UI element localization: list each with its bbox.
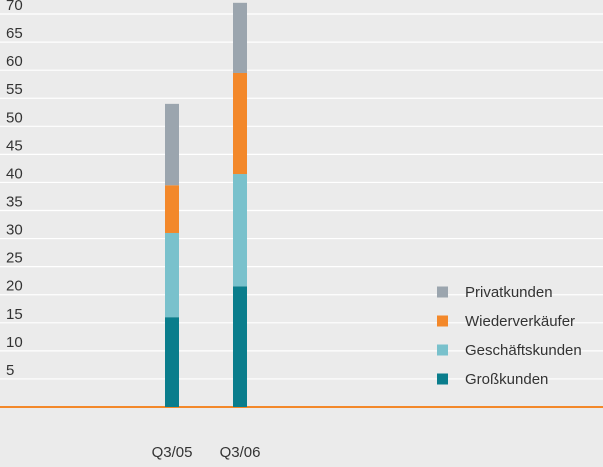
legend-swatch: [437, 315, 448, 327]
bar-segment: [165, 185, 179, 233]
y-axis-tick-labels: 5 10 15 20 25 30 35 40 45 50 55 60 65 70: [6, 0, 23, 379]
y-tick-label: 25: [6, 250, 23, 267]
y-tick-label: 40: [6, 165, 23, 182]
legend-label: Großkunden: [465, 371, 548, 388]
y-tick-label: 30: [6, 222, 23, 239]
x-tick-label: Q3/06: [220, 444, 261, 461]
legend-label: Geschäftskunden: [465, 342, 582, 359]
gridlines: [0, 13, 603, 408]
legend-swatch: [437, 286, 448, 298]
y-tick-label: 60: [6, 53, 23, 70]
legend-swatch: [437, 344, 448, 356]
y-tick-label: 45: [6, 137, 23, 154]
bar-segment: [233, 72, 247, 175]
legend-label: Privatkunden: [465, 284, 553, 301]
y-tick-label: 5: [6, 362, 14, 379]
y-tick-label: 15: [6, 306, 23, 323]
bar-segment: [233, 2, 247, 73]
y-tick-label: 50: [6, 109, 23, 126]
y-tick-label: 70: [6, 0, 23, 14]
legend-swatch: [437, 373, 448, 385]
bars: [165, 2, 247, 407]
bar-segment: [165, 103, 179, 186]
bar-segment: [165, 232, 179, 318]
legend-label: Wiederverkäufer: [465, 313, 575, 330]
y-tick-label: 55: [6, 81, 23, 98]
y-tick-label: 10: [6, 334, 23, 351]
bar-segment: [233, 286, 247, 407]
bar-segment: [165, 317, 179, 407]
y-tick-label: 65: [6, 25, 23, 42]
legend: Privatkunden Wiederverkäufer Geschäftskund…: [437, 284, 582, 388]
x-axis-tick-labels: Q3/05 Q3/06: [152, 444, 261, 461]
bar-segment: [233, 174, 247, 287]
y-tick-label: 20: [6, 278, 23, 295]
y-tick-label: 35: [6, 194, 23, 211]
x-tick-label: Q3/05: [152, 444, 193, 461]
